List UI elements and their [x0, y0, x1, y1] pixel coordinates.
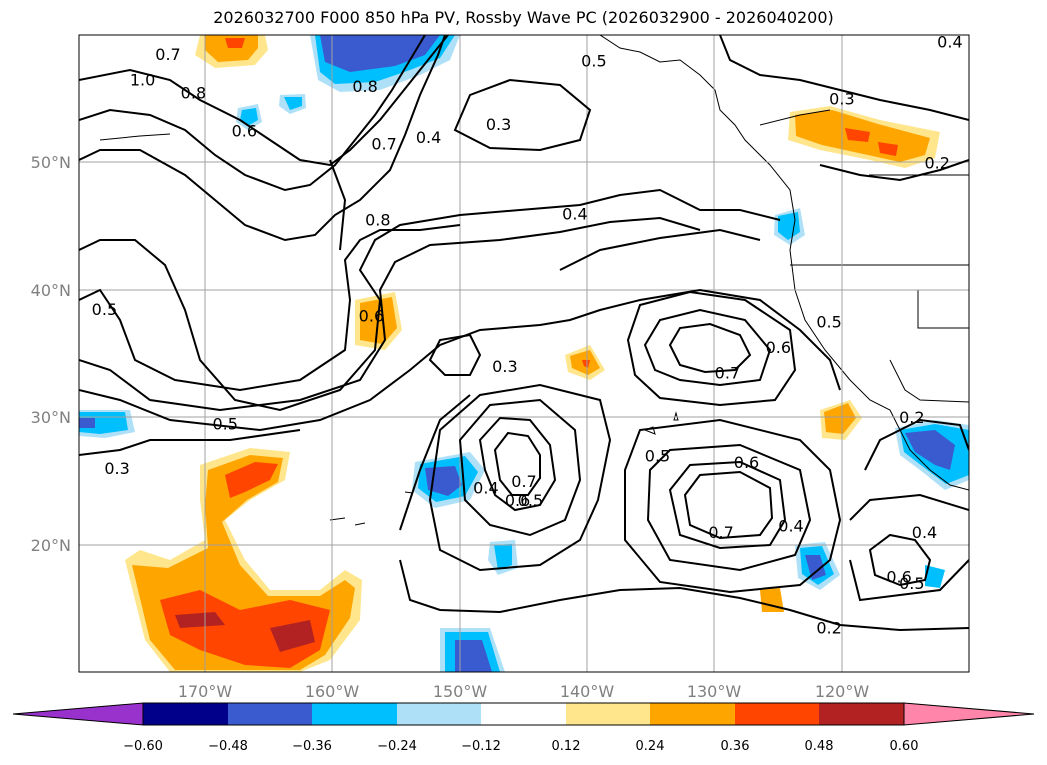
contour-label: 0.4 [937, 32, 962, 51]
colorbar-frame [142, 702, 905, 726]
colorbar-tick-label: −0.36 [292, 739, 332, 754]
colorbar-tick-label: −0.60 [123, 739, 163, 754]
colorbar: −0.60 −0.48 −0.36 −0.24 −0.12 0.12 0.24 … [12, 702, 1035, 754]
contour-label: 0.7 [708, 523, 733, 542]
colorbar-extend-high [903, 702, 1035, 726]
contour-label: 0.5 [518, 491, 543, 510]
map-content: 1.00.70.80.60.80.7 0.40.30.80.50.30.40.20… [79, 32, 969, 672]
contour-label: 0.4 [473, 478, 498, 497]
contour-label: 0.4 [416, 128, 441, 147]
colorbar-tick-label: 0.60 [890, 739, 919, 754]
contour-label: 0.3 [829, 90, 854, 109]
contour-label: 0.5 [92, 300, 117, 319]
contour-label: 0.6 [766, 338, 791, 357]
contour-label: 0.7 [371, 134, 396, 153]
contour-label: 1.0 [130, 71, 155, 90]
lat-axis: 50°N 40°N 30°N 20°N [31, 153, 71, 555]
lon-tick-120w: 120°W [815, 682, 870, 701]
colorbar-extend-low [12, 702, 144, 726]
colorbar-tick-label: 0.36 [721, 739, 750, 754]
colorbar-tick-label: 0.48 [805, 739, 834, 754]
lon-tick-150w: 150°W [433, 682, 488, 701]
contour-label: 0.3 [104, 459, 129, 478]
contour-label: 0.2 [924, 153, 949, 172]
colorbar-bin [735, 703, 819, 725]
contour-label: 0.6 [886, 567, 911, 586]
contour-label: 0.7 [511, 472, 536, 491]
lon-tick-160w: 160°W [305, 682, 360, 701]
contour-label: 0.2 [899, 408, 924, 427]
colorbar-bin [650, 703, 735, 725]
contour-label: 0.5 [212, 415, 237, 434]
contour-label: 0.3 [492, 357, 517, 376]
coastlines [99, 35, 969, 526]
contour-label: 0.4 [778, 517, 803, 536]
colorbar-bin [312, 703, 397, 725]
colorbar-bin [143, 703, 228, 725]
colorbar-bin [228, 703, 312, 725]
contour-label: 0.3 [486, 115, 511, 134]
colorbar-tick-label: −0.48 [208, 739, 248, 754]
lon-tick-170w: 170°W [178, 682, 233, 701]
contour-label: 0.5 [581, 52, 606, 71]
contour-label: 0.8 [365, 211, 390, 230]
contour-label: 0.6 [232, 122, 257, 141]
pv-shading [79, 35, 969, 672]
contour-label: 0.6 [734, 453, 759, 472]
colorbar-bin [566, 703, 650, 725]
lat-tick-50n: 50°N [31, 153, 71, 172]
colorbar-tick-label: 0.12 [552, 739, 581, 754]
map-frame [78, 34, 970, 673]
lon-tick-130w: 130°W [687, 682, 742, 701]
colorbar-tick-label: −0.24 [377, 739, 417, 754]
contour-label: 0.7 [155, 45, 180, 64]
contour-label: 0.5 [816, 313, 841, 332]
contour-label: 0.6 [505, 491, 530, 510]
lat-tick-40n: 40°N [31, 281, 71, 300]
contour-label: 0.6 [359, 306, 384, 325]
lon-tick-140w: 140°W [560, 682, 615, 701]
contour-label: 0.2 [816, 618, 841, 637]
colorbar-bin [397, 703, 481, 725]
contour-label: 0.5 [645, 446, 670, 465]
contour-label: 0.7 [715, 364, 740, 383]
pc-contours [79, 35, 969, 632]
colorbar-bin [481, 703, 566, 725]
contour-label: 0.4 [562, 204, 587, 223]
colorbar-bin [819, 703, 904, 725]
colorbar-tick-label: 0.24 [636, 739, 665, 754]
contour-label: 0.5 [899, 574, 924, 593]
lat-tick-30n: 30°N [31, 408, 71, 427]
contour-label: 0.8 [352, 77, 377, 96]
contour-label: 0.4 [912, 523, 937, 542]
contour-labels: 1.00.70.80.60.80.7 0.40.30.80.50.30.40.20… [92, 32, 963, 637]
lon-axis: 170°W 160°W 150°W 140°W 130°W 120°W [178, 682, 870, 701]
page-title: 2026032700 F000 850 hPa PV, Rossby Wave … [213, 8, 834, 27]
colorbar-tick-label: −0.12 [461, 739, 501, 754]
lat-tick-20n: 20°N [31, 536, 71, 555]
contour-label: 0.8 [181, 83, 206, 102]
